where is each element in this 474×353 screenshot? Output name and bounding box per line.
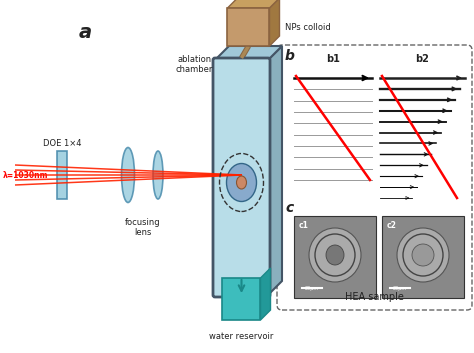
Text: 20μm: 20μm <box>305 286 319 291</box>
Text: DOE 1×4: DOE 1×4 <box>43 139 81 148</box>
Text: HEA sample: HEA sample <box>345 292 404 302</box>
Ellipse shape <box>153 151 163 199</box>
Bar <box>294 216 376 298</box>
Text: water reservoir: water reservoir <box>210 332 273 341</box>
Ellipse shape <box>309 228 361 282</box>
Ellipse shape <box>237 176 246 189</box>
Text: c1: c1 <box>299 221 309 231</box>
FancyBboxPatch shape <box>213 58 270 297</box>
Text: ablation
chamber: ablation chamber <box>176 55 213 74</box>
FancyBboxPatch shape <box>277 45 472 310</box>
Text: focusing
lens: focusing lens <box>125 218 161 238</box>
Bar <box>382 216 464 298</box>
Bar <box>228 8 270 46</box>
Polygon shape <box>268 46 282 295</box>
Text: b1: b1 <box>326 54 340 64</box>
Text: b2: b2 <box>416 54 429 64</box>
Text: a: a <box>78 23 91 42</box>
Text: b: b <box>285 49 295 63</box>
Text: λ=1030nm: λ=1030nm <box>3 170 48 179</box>
Bar <box>57 151 67 199</box>
Text: NPs colloid: NPs colloid <box>285 23 331 31</box>
Text: c2: c2 <box>387 221 397 231</box>
Ellipse shape <box>227 163 256 202</box>
Ellipse shape <box>326 245 344 265</box>
Polygon shape <box>270 0 280 46</box>
Bar <box>222 278 261 320</box>
Polygon shape <box>215 46 282 60</box>
Ellipse shape <box>397 228 449 282</box>
Ellipse shape <box>121 148 135 203</box>
Ellipse shape <box>412 244 434 266</box>
Text: c: c <box>285 201 293 215</box>
Text: 20μm: 20μm <box>393 286 407 291</box>
Polygon shape <box>261 268 271 320</box>
Polygon shape <box>228 0 280 8</box>
